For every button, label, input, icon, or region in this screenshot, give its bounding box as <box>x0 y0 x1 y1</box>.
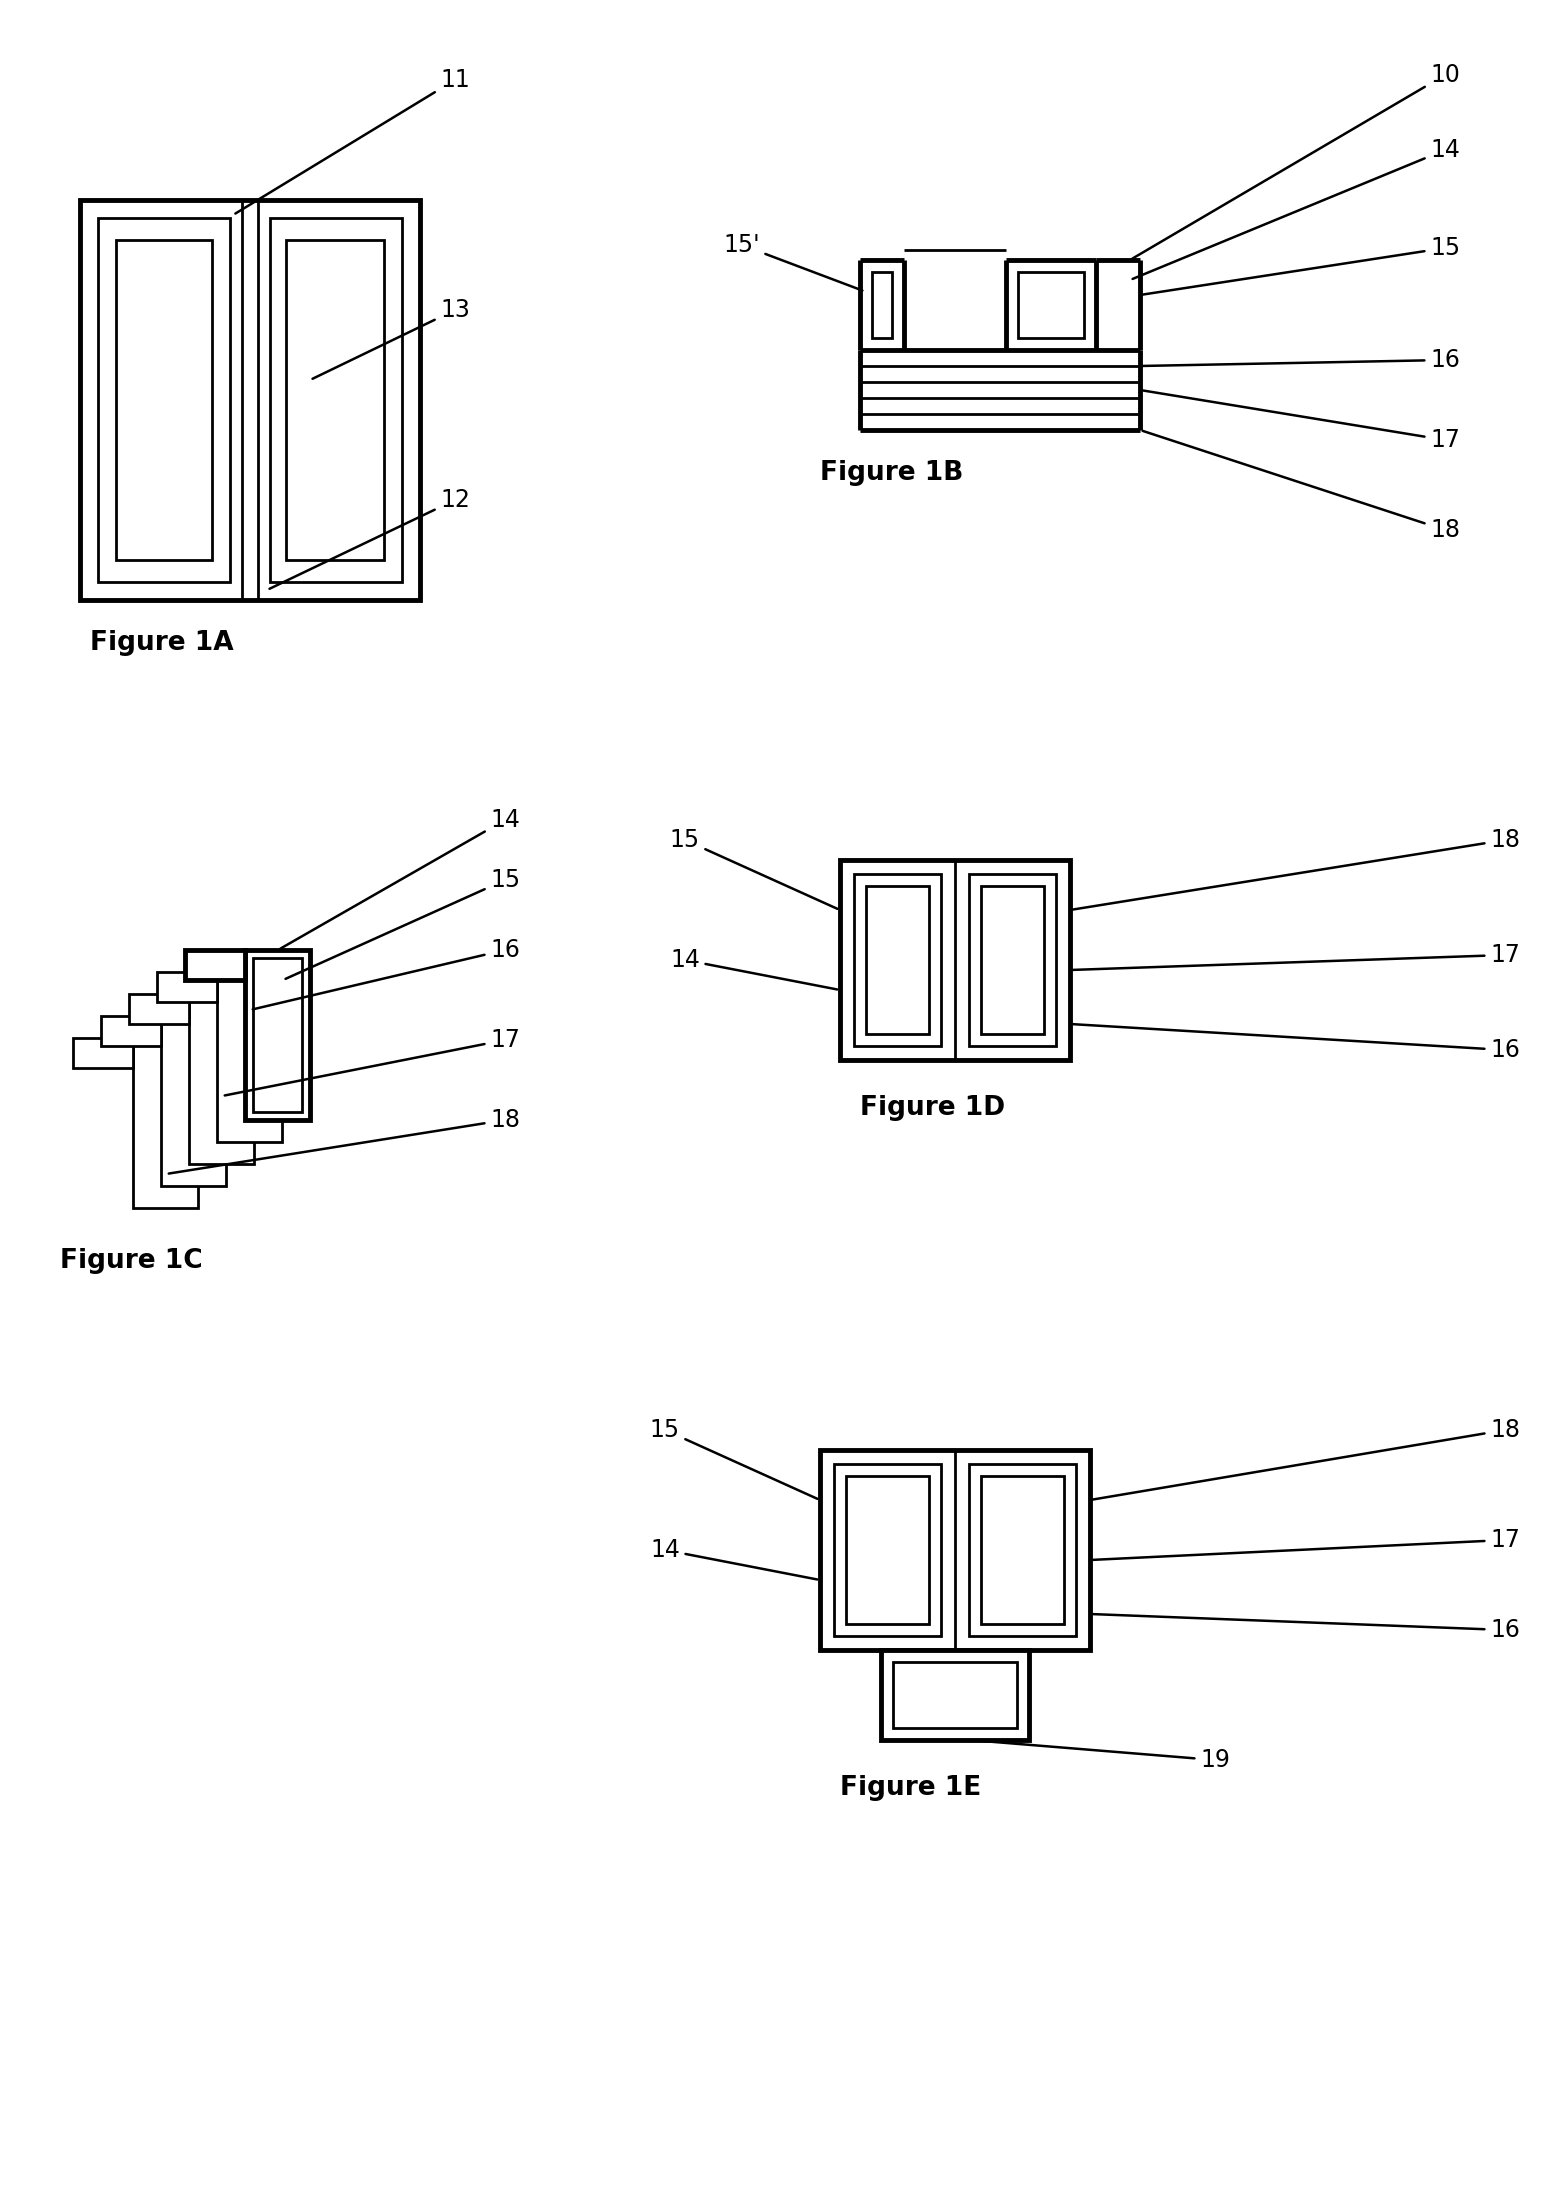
Bar <box>218 973 281 1143</box>
Bar <box>833 1464 941 1636</box>
Bar <box>1019 272 1084 338</box>
Bar <box>969 873 1056 1046</box>
Bar <box>190 995 253 1163</box>
Bar <box>246 951 309 1121</box>
Bar <box>981 1477 1064 1625</box>
Text: Figure 1A: Figure 1A <box>90 630 233 657</box>
Text: 10: 10 <box>1132 62 1460 259</box>
Bar <box>872 272 893 338</box>
Text: 14: 14 <box>1132 137 1460 279</box>
Bar <box>969 1464 1076 1636</box>
Text: 14: 14 <box>650 1539 818 1579</box>
Text: 11: 11 <box>235 69 470 214</box>
Text: 17: 17 <box>1073 944 1519 971</box>
Text: 12: 12 <box>269 489 470 588</box>
Text: 17: 17 <box>1093 1528 1519 1561</box>
Text: 17: 17 <box>225 1028 519 1094</box>
Text: 18: 18 <box>1073 827 1519 909</box>
Text: 14: 14 <box>670 949 837 991</box>
Text: 19: 19 <box>972 1740 1230 1771</box>
Bar <box>981 887 1043 1035</box>
Bar <box>253 957 302 1112</box>
Bar <box>157 973 218 1002</box>
Text: 15: 15 <box>1143 237 1460 294</box>
Text: 14: 14 <box>280 807 519 949</box>
Bar <box>79 199 420 599</box>
Text: 13: 13 <box>313 298 470 378</box>
Text: 15: 15 <box>286 869 519 979</box>
Bar <box>129 995 190 1024</box>
Text: 17: 17 <box>1143 391 1460 451</box>
Bar <box>134 1037 197 1207</box>
Bar <box>880 1649 1029 1740</box>
Bar <box>893 1663 1017 1729</box>
Bar <box>101 1017 162 1046</box>
Bar <box>840 860 1070 1059</box>
Text: 15: 15 <box>670 827 838 909</box>
Bar <box>819 1450 1090 1649</box>
Text: 16: 16 <box>1093 1614 1519 1643</box>
Bar <box>866 887 928 1035</box>
Bar <box>73 1037 134 1068</box>
Text: Figure 1E: Figure 1E <box>840 1775 981 1802</box>
Text: 16: 16 <box>1073 1024 1519 1061</box>
Text: Figure 1C: Figure 1C <box>61 1247 202 1274</box>
Text: Figure 1B: Figure 1B <box>819 460 964 486</box>
Bar <box>185 951 246 979</box>
Bar <box>846 1477 928 1625</box>
Text: 18: 18 <box>1093 1417 1519 1499</box>
Text: 15': 15' <box>723 232 863 290</box>
Bar <box>286 241 384 559</box>
Text: Figure 1D: Figure 1D <box>860 1094 1005 1121</box>
Bar <box>854 873 941 1046</box>
Bar <box>117 241 211 559</box>
Text: 18: 18 <box>1143 431 1460 542</box>
Text: 18: 18 <box>169 1108 519 1174</box>
Bar <box>98 219 230 581</box>
Bar <box>162 1017 225 1185</box>
Text: 16: 16 <box>253 937 519 1010</box>
Text: 16: 16 <box>1143 347 1460 371</box>
Text: 15: 15 <box>650 1417 818 1499</box>
Bar <box>271 219 403 581</box>
